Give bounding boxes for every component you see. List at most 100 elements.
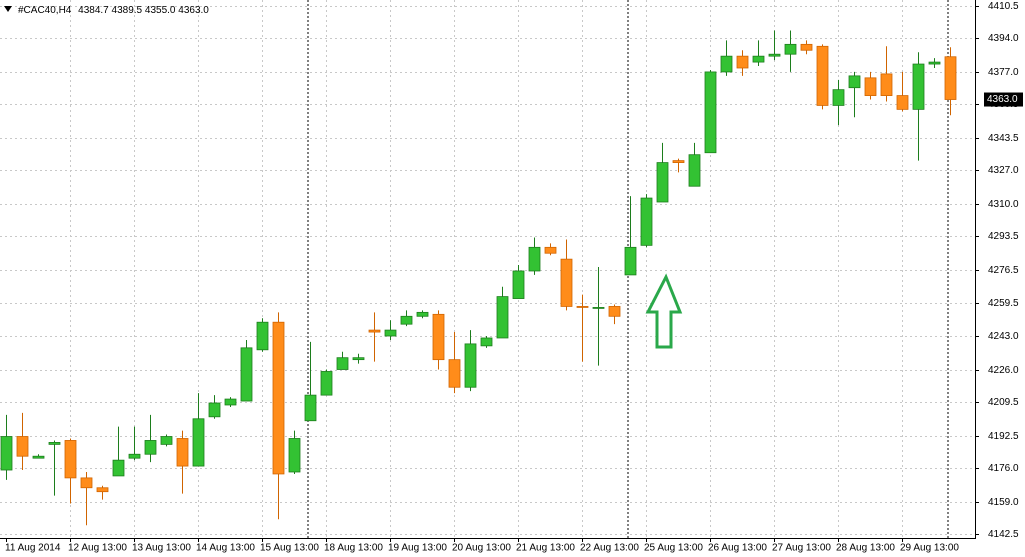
x-tick-label: 19 Aug 13:00: [388, 543, 447, 554]
x-tick-label: 15 Aug 13:00: [260, 543, 319, 554]
header-close: 4363.0: [178, 5, 209, 16]
last-price-box: [984, 92, 1023, 107]
candle-body: [896, 95, 909, 110]
y-tick-label: 4310.0: [988, 199, 1019, 210]
y-tick-label: 4293.5: [988, 231, 1019, 242]
candle-body: [912, 63, 925, 110]
y-tick-label: 4142.5: [988, 529, 1019, 540]
arrow-annotation: [645, 273, 683, 349]
candle-body: [352, 357, 365, 361]
x-tick-label: 20 Aug 13:00: [452, 543, 511, 554]
y-tick-label: 4176.0: [988, 463, 1019, 474]
candle-body: [944, 56, 957, 100]
candle-body: [720, 55, 733, 73]
candle-body: [144, 440, 157, 455]
y-tick-label: 4343.5: [988, 133, 1019, 144]
candle-body: [224, 398, 237, 406]
x-tick-label: 25 Aug 13:00: [644, 543, 703, 554]
candle-body: [32, 455, 45, 459]
x-tick-label: 29 Aug 13:00: [900, 543, 959, 554]
candle-body: [256, 321, 269, 351]
candle-body: [336, 357, 349, 370]
header-high: 4389.5: [112, 5, 143, 16]
candle-body: [544, 246, 557, 254]
x-tick-label: 27 Aug 13:00: [772, 543, 831, 554]
candle-body: [640, 197, 653, 246]
y-tick-label: 4159.0: [988, 497, 1019, 508]
candles: [0, 30, 957, 526]
candle-body: [848, 75, 861, 89]
x-tick-label: 21 Aug 13:00: [516, 543, 575, 554]
candle-body: [576, 306, 589, 308]
candle-body: [176, 438, 189, 467]
last-price-label: 4363.0: [987, 94, 1018, 105]
menu-triangle[interactable]: [4, 6, 12, 12]
y-tick-label: 4327.0: [988, 165, 1019, 176]
candle-body: [656, 162, 669, 203]
candle-body: [624, 246, 637, 276]
candle-body: [496, 296, 509, 339]
candle-body: [672, 160, 685, 163]
candle-body: [752, 55, 765, 63]
y-tick-label: 4394.0: [988, 33, 1019, 44]
candle-body: [832, 89, 845, 106]
axes: 4410.54394.04377.04360.54343.54327.04310…: [5, 1, 1023, 554]
y-tick-label: 4192.5: [988, 431, 1019, 442]
y-tick-label: 4410.5: [988, 1, 1019, 12]
x-tick-label: 22 Aug 13:00: [580, 543, 639, 554]
candle-body: [288, 438, 301, 473]
candle-body: [768, 53, 781, 57]
candle-body: [160, 436, 173, 445]
candle-body: [384, 329, 397, 337]
candle-body: [560, 258, 573, 307]
candle-body: [272, 321, 285, 475]
candle-body: [48, 442, 61, 445]
candle-body: [112, 459, 125, 477]
candle-body: [64, 440, 77, 479]
candle-body: [368, 329, 381, 333]
candle-body: [864, 77, 877, 96]
candle-body: [448, 359, 461, 388]
candle-body: [608, 306, 621, 317]
candle-body: [304, 394, 317, 422]
candle-body: [400, 315, 413, 325]
candle-body: [816, 45, 829, 106]
y-tick-label: 4209.5: [988, 397, 1019, 408]
candle-body: [432, 313, 445, 361]
x-tick-label: 28 Aug 13:00: [836, 543, 895, 554]
y-tick-label: 4259.5: [988, 298, 1019, 309]
x-tick-label: 26 Aug 13:00: [708, 543, 767, 554]
candle-body: [480, 337, 493, 347]
y-tick-label: 4243.0: [988, 331, 1019, 342]
x-tick-label: 13 Aug 13:00: [132, 543, 191, 554]
candle-body: [208, 402, 221, 418]
candle-body: [320, 371, 333, 396]
candle-body: [416, 311, 429, 317]
y-tick-label: 4276.5: [988, 265, 1019, 276]
candle-body: [16, 436, 29, 457]
y-tick-label: 4226.0: [988, 365, 1019, 376]
candle-body: [928, 61, 941, 65]
header-low: 4355.0: [145, 5, 176, 16]
x-tick-label: 11 Aug 2014: [5, 543, 61, 554]
x-tick-label: 14 Aug 13:00: [196, 543, 255, 554]
header-open: 4384.7: [78, 5, 109, 16]
candle-body: [736, 55, 749, 69]
candle-body: [880, 73, 893, 96]
candle-body: [688, 154, 701, 187]
candle-body: [800, 43, 813, 51]
candle-body: [704, 71, 717, 154]
symbol-title: #CAC40,H4: [18, 5, 72, 16]
candle-body: [512, 270, 525, 299]
chart-header: #CAC40,H4 4384.7 4389.5 4355.0 4363.0: [18, 5, 209, 16]
candle-body: [192, 418, 205, 467]
x-tick-label: 18 Aug 13:00: [324, 543, 383, 554]
candle-body: [80, 477, 93, 489]
candle-body: [464, 343, 477, 388]
y-tick-label: 4377.0: [988, 67, 1019, 78]
candle-body: [128, 453, 141, 459]
candle-body: [0, 436, 13, 471]
candle-body: [96, 487, 109, 493]
